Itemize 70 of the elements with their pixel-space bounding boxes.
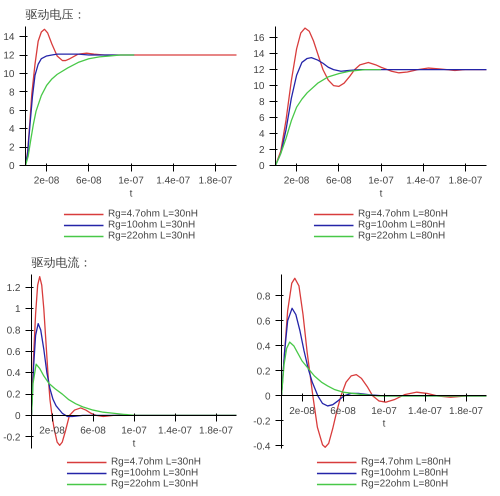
- x-tick-label: 1.8e-07: [448, 176, 483, 186]
- y-tick-label: 0: [258, 161, 265, 172]
- y-tick-label: 0.8: [6, 326, 21, 337]
- legend-label: Rg=10ohm L=80nH: [358, 220, 446, 230]
- x-axis-title: t: [380, 188, 383, 200]
- y-tick-label: -0.2: [253, 416, 271, 428]
- x-tick-label: 6e-08: [80, 425, 106, 436]
- line-series: [282, 341, 486, 397]
- x-axis-title: t: [382, 418, 386, 430]
- y-tick-label: 1: [14, 304, 21, 316]
- x-axis-title: t: [130, 188, 133, 200]
- x-tick-label: 1e-07: [368, 176, 394, 186]
- y-tick-label: 8: [8, 87, 15, 98]
- x-tick-label: 2e-08: [284, 176, 310, 186]
- y-tick-label: 14: [3, 32, 15, 44]
- y-tick-label: 10: [3, 68, 15, 80]
- y-tick-label: -0.4: [253, 441, 271, 452]
- y-tick-label: 6: [258, 113, 265, 124]
- y-tick-label: 4: [8, 124, 15, 136]
- y-tick-label: 0: [264, 391, 271, 402]
- legend-label: Rg=22ohm L=80nH: [360, 478, 448, 490]
- legend-label: Rg=10ohm L=30nH: [110, 468, 198, 478]
- x-tick-label: 1.8e-07: [199, 425, 234, 436]
- y-tick-label: 2: [8, 142, 15, 154]
- x-tick-label: 1.4e-07: [158, 425, 192, 436]
- chart-title: 驱动电流：: [32, 256, 92, 270]
- y-tick-label: 16: [253, 33, 265, 44]
- x-tick-label: 1.8e-07: [449, 406, 484, 417]
- chart-title: 驱动电压：: [26, 8, 86, 22]
- y-tick-label: 10: [253, 81, 265, 92]
- y-tick-label: -0.2: [3, 432, 21, 444]
- y-tick-label: 0.2: [256, 366, 271, 378]
- x-tick-label: 6e-08: [76, 176, 102, 186]
- legend-label: Rg=4.7ohm L=80nH: [360, 456, 452, 468]
- x-tick-label: 1.4e-07: [408, 406, 442, 417]
- y-tick-label: 12: [253, 65, 265, 76]
- y-tick-label: 0.8: [256, 291, 271, 302]
- x-tick-label: 6e-08: [326, 176, 352, 186]
- x-tick-label: 1.4e-07: [406, 176, 441, 186]
- y-tick-label: 0.2: [6, 390, 21, 401]
- legend-label: Rg=22ohm L=80nH: [358, 230, 446, 242]
- y-tick-label: 6: [8, 106, 15, 117]
- legend-label: Rg=4.7ohm L=80nH: [358, 208, 448, 220]
- x-tick-label: 1e-07: [118, 176, 144, 186]
- y-tick-label: 0.4: [256, 341, 271, 352]
- y-tick-label: 8: [258, 97, 265, 108]
- x-tick-label: 1e-07: [121, 425, 148, 436]
- x-tick-label: 2e-08: [34, 176, 60, 186]
- y-tick-label: 4: [258, 129, 265, 140]
- legend-label: Rg=4.7ohm L=30nH: [110, 456, 202, 468]
- y-tick-label: 0.4: [6, 368, 21, 380]
- x-tick-label: 1.4e-07: [156, 176, 191, 186]
- x-tick-label: 1e-07: [371, 406, 398, 417]
- legend-label: Rg=10ohm L=30nH: [108, 220, 196, 230]
- legend-label: Rg=22ohm L=30nH: [110, 478, 198, 490]
- y-tick-label: 0: [8, 161, 15, 172]
- legend-label: Rg=10ohm L=80nH: [360, 468, 448, 478]
- y-tick-label: 0.6: [6, 346, 21, 358]
- y-tick-label: 12: [3, 50, 15, 62]
- legend-label: Rg=4.7ohm L=30nH: [108, 208, 198, 220]
- y-tick-label: 2: [258, 145, 265, 156]
- x-tick-label: 2e-08: [289, 406, 316, 417]
- y-tick-label: 0.6: [256, 316, 271, 328]
- x-tick-label: 1.8e-07: [198, 176, 233, 186]
- line-series: [276, 68, 382, 166]
- x-axis-title: t: [132, 438, 136, 450]
- y-tick-label: 0: [14, 410, 21, 422]
- legend-label: Rg=22ohm L=30nH: [108, 230, 196, 242]
- y-tick-label: 14: [253, 49, 265, 60]
- y-tick-label: 1.2: [6, 282, 21, 294]
